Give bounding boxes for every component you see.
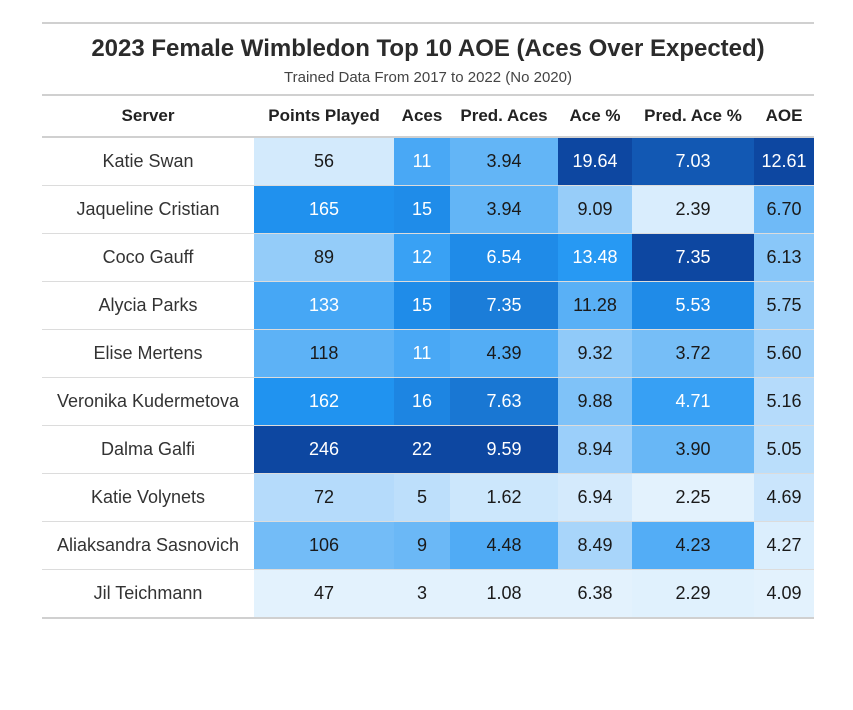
column-header-points-played: Points Played — [254, 94, 394, 138]
table-row: Elise Mertens 118 11 4.39 9.32 3.72 5.60 — [42, 329, 814, 378]
table-row: Jil Teichmann 47 3 1.08 6.38 2.29 4.09 — [42, 569, 814, 619]
cell-server: Elise Mertens — [42, 329, 254, 378]
cell-server: Katie Volynets — [42, 473, 254, 522]
cell-pred-aces: 1.08 — [450, 569, 558, 619]
cell-points-played: 47 — [254, 569, 394, 619]
cell-pred-aces: 6.54 — [450, 233, 558, 282]
cell-ace-pct: 11.28 — [558, 281, 632, 330]
cell-pred-ace-pct: 2.29 — [632, 569, 754, 619]
cell-aces: 16 — [394, 377, 450, 426]
cell-server: Dalma Galfi — [42, 425, 254, 474]
cell-points-played: 56 — [254, 137, 394, 186]
table-row: Katie Volynets 72 5 1.62 6.94 2.25 4.69 — [42, 473, 814, 522]
cell-pred-ace-pct: 3.90 — [632, 425, 754, 474]
cell-points-played: 162 — [254, 377, 394, 426]
cell-aoe: 6.13 — [754, 233, 814, 282]
cell-pred-ace-pct: 4.71 — [632, 377, 754, 426]
cell-aces: 15 — [394, 185, 450, 234]
cell-server: Veronika Kudermetova — [42, 377, 254, 426]
cell-server: Jil Teichmann — [42, 569, 254, 619]
cell-aces: 22 — [394, 425, 450, 474]
cell-server: Coco Gauff — [42, 233, 254, 282]
cell-pred-aces: 7.35 — [450, 281, 558, 330]
column-header-ace-pct: Ace % — [558, 94, 632, 138]
column-header-server: Server — [42, 94, 254, 138]
table-row: Aliaksandra Sasnovich 106 9 4.48 8.49 4.23 4.2… — [42, 521, 814, 570]
aoe-table: Server Points Played Aces Pred. Aces Ace… — [42, 94, 814, 619]
table-row: Jaqueline Cristian 165 15 3.94 9.09 2.39 6.70 — [42, 185, 814, 234]
cell-points-played: 106 — [254, 521, 394, 570]
column-header-pred-ace-pct: Pred. Ace % — [632, 94, 754, 138]
cell-aces: 5 — [394, 473, 450, 522]
cell-aoe: 4.69 — [754, 473, 814, 522]
cell-aoe: 4.27 — [754, 521, 814, 570]
cell-ace-pct: 6.38 — [558, 569, 632, 619]
cell-aces: 3 — [394, 569, 450, 619]
cell-pred-ace-pct: 7.03 — [632, 137, 754, 186]
cell-pred-ace-pct: 2.39 — [632, 185, 754, 234]
cell-ace-pct: 13.48 — [558, 233, 632, 282]
cell-pred-ace-pct: 2.25 — [632, 473, 754, 522]
cell-ace-pct: 19.64 — [558, 137, 632, 186]
column-header-aces: Aces — [394, 94, 450, 138]
table-row: Coco Gauff 89 12 6.54 13.48 7.35 6.13 — [42, 233, 814, 282]
cell-ace-pct: 9.09 — [558, 185, 632, 234]
cell-pred-ace-pct: 5.53 — [632, 281, 754, 330]
cell-pred-aces: 3.94 — [450, 137, 558, 186]
cell-pred-aces: 1.62 — [450, 473, 558, 522]
cell-points-played: 118 — [254, 329, 394, 378]
cell-aces: 15 — [394, 281, 450, 330]
cell-aces: 9 — [394, 521, 450, 570]
cell-aoe: 6.70 — [754, 185, 814, 234]
cell-server: Katie Swan — [42, 137, 254, 186]
cell-pred-ace-pct: 3.72 — [632, 329, 754, 378]
cell-aoe: 5.60 — [754, 329, 814, 378]
cell-pred-aces: 9.59 — [450, 425, 558, 474]
column-header-aoe: AOE — [754, 94, 814, 138]
cell-aoe: 5.16 — [754, 377, 814, 426]
table-row: Alycia Parks 133 15 7.35 11.28 5.53 5.75 — [42, 281, 814, 330]
cell-aoe: 5.75 — [754, 281, 814, 330]
cell-pred-ace-pct: 7.35 — [632, 233, 754, 282]
table-row: Dalma Galfi 246 22 9.59 8.94 3.90 5.05 — [42, 425, 814, 474]
table-body: Katie Swan 56 11 3.94 19.64 7.03 12.61 Jaquelin… — [42, 137, 814, 619]
column-header-pred-aces: Pred. Aces — [450, 94, 558, 138]
table-container: 2023 Female Wimbledon Top 10 AOE (Aces O… — [42, 22, 814, 619]
top-rule — [42, 22, 814, 24]
table-row: Katie Swan 56 11 3.94 19.64 7.03 12.61 — [42, 137, 814, 186]
cell-ace-pct: 6.94 — [558, 473, 632, 522]
cell-aoe: 4.09 — [754, 569, 814, 619]
cell-aoe: 12.61 — [754, 137, 814, 186]
table-row: Veronika Kudermetova 162 16 7.63 9.88 4.71 5.1… — [42, 377, 814, 426]
cell-pred-aces: 7.63 — [450, 377, 558, 426]
cell-pred-aces: 4.48 — [450, 521, 558, 570]
cell-aces: 11 — [394, 329, 450, 378]
cell-points-played: 133 — [254, 281, 394, 330]
cell-ace-pct: 9.32 — [558, 329, 632, 378]
cell-aoe: 5.05 — [754, 425, 814, 474]
cell-pred-aces: 3.94 — [450, 185, 558, 234]
cell-points-played: 72 — [254, 473, 394, 522]
cell-server: Alycia Parks — [42, 281, 254, 330]
chart-title: 2023 Female Wimbledon Top 10 AOE (Aces O… — [91, 35, 765, 62]
cell-server: Aliaksandra Sasnovich — [42, 521, 254, 570]
header-row: Server Points Played Aces Pred. Aces Ace… — [42, 94, 814, 138]
cell-points-played: 246 — [254, 425, 394, 474]
chart-subtitle: Trained Data From 2017 to 2022 (No 2020) — [284, 69, 572, 86]
cell-aces: 12 — [394, 233, 450, 282]
cell-points-played: 165 — [254, 185, 394, 234]
cell-server: Jaqueline Cristian — [42, 185, 254, 234]
cell-ace-pct: 8.49 — [558, 521, 632, 570]
cell-ace-pct: 8.94 — [558, 425, 632, 474]
cell-aces: 11 — [394, 137, 450, 186]
cell-pred-aces: 4.39 — [450, 329, 558, 378]
cell-points-played: 89 — [254, 233, 394, 282]
cell-ace-pct: 9.88 — [558, 377, 632, 426]
cell-pred-ace-pct: 4.23 — [632, 521, 754, 570]
